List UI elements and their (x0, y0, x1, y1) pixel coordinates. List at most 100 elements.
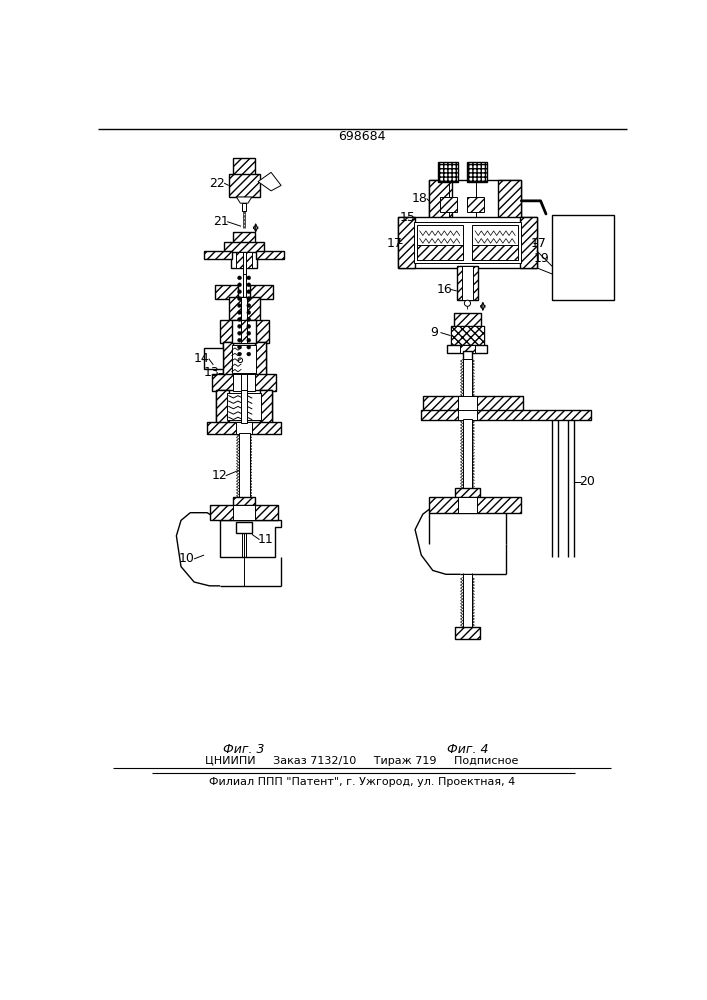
Bar (462, 266, 473, 300)
Bar (429, 497, 521, 513)
Bar (454, 312, 481, 328)
Bar (227, 393, 261, 420)
Circle shape (247, 276, 251, 280)
Text: 10: 10 (178, 552, 194, 565)
Bar (472, 245, 518, 260)
Bar (236, 422, 252, 434)
Bar (457, 266, 478, 300)
Circle shape (238, 324, 242, 328)
Text: ЦНИИПИ     Заказ 7132/10     Тираж 719     Подписное: ЦНИИПИ Заказ 7132/10 Тираж 719 Подписное (205, 756, 519, 766)
Bar (448, 345, 487, 353)
Bar (204, 348, 223, 369)
Bar (219, 320, 269, 343)
Bar (463, 351, 472, 360)
Text: 22: 22 (209, 177, 225, 190)
Bar (472, 225, 518, 260)
Circle shape (247, 318, 251, 321)
Circle shape (238, 352, 242, 356)
Bar (259, 389, 272, 423)
Polygon shape (258, 172, 281, 191)
Text: 13: 13 (204, 366, 220, 379)
Bar (229, 297, 259, 322)
Text: 18: 18 (411, 192, 428, 205)
Bar (241, 320, 247, 343)
Circle shape (238, 318, 242, 321)
Circle shape (247, 331, 251, 335)
Circle shape (238, 345, 242, 349)
Bar (463, 574, 472, 628)
Bar (440, 197, 457, 212)
Bar (233, 497, 255, 507)
Bar (463, 359, 472, 397)
Circle shape (238, 283, 242, 287)
Bar (241, 389, 247, 423)
Bar (204, 251, 232, 259)
Bar (241, 297, 247, 322)
Bar (232, 345, 257, 373)
Text: 16: 16 (436, 283, 452, 296)
Text: Филиал ППП "Патент", г. Ужгород, ул. Проектная, 4: Филиал ППП "Патент", г. Ужгород, ул. Про… (209, 777, 515, 787)
Bar (215, 285, 238, 299)
Bar (458, 497, 477, 513)
Polygon shape (219, 520, 281, 557)
Bar (498, 180, 521, 219)
Bar (458, 410, 477, 420)
Circle shape (247, 324, 251, 328)
Bar (520, 217, 537, 268)
Bar (455, 488, 480, 499)
Bar (552, 215, 614, 300)
Circle shape (238, 358, 243, 363)
Circle shape (464, 300, 471, 306)
Bar (467, 197, 484, 212)
Bar (229, 174, 259, 197)
Bar (236, 522, 252, 533)
Text: 17: 17 (530, 237, 547, 250)
Bar (423, 396, 523, 411)
Bar (421, 410, 590, 420)
Bar (216, 389, 272, 423)
Bar (414, 222, 521, 263)
Bar (450, 326, 484, 346)
Circle shape (238, 311, 242, 314)
Bar (450, 326, 484, 346)
Bar (207, 422, 281, 434)
Text: 12: 12 (211, 469, 228, 482)
Circle shape (247, 345, 251, 349)
Bar (398, 217, 537, 268)
Bar (210, 505, 278, 520)
Text: 20: 20 (579, 475, 595, 488)
Bar (243, 252, 246, 274)
Circle shape (238, 290, 242, 294)
Bar (212, 374, 276, 391)
Bar (231, 252, 257, 268)
Circle shape (238, 338, 242, 342)
Bar (250, 285, 274, 299)
Bar (455, 627, 480, 639)
Bar (467, 162, 487, 182)
Circle shape (247, 352, 251, 356)
Bar (242, 203, 247, 211)
Circle shape (238, 331, 242, 335)
Circle shape (247, 311, 251, 314)
Bar (398, 217, 415, 268)
Text: 14: 14 (194, 352, 210, 365)
Circle shape (247, 283, 251, 287)
Bar (233, 232, 255, 243)
Circle shape (238, 304, 242, 307)
Circle shape (238, 297, 242, 301)
Text: 19: 19 (533, 252, 549, 265)
Text: 17: 17 (387, 237, 403, 250)
Text: Фиг. 4: Фиг. 4 (447, 743, 489, 756)
Bar (216, 389, 229, 423)
Text: 11: 11 (258, 533, 274, 546)
Bar (460, 345, 475, 353)
Circle shape (247, 338, 251, 342)
Text: 15: 15 (399, 211, 415, 224)
Circle shape (247, 304, 251, 307)
Bar (233, 505, 255, 520)
Bar (233, 374, 255, 391)
Circle shape (238, 276, 242, 280)
Polygon shape (236, 197, 252, 203)
Bar (458, 396, 477, 411)
Bar (463, 419, 472, 490)
